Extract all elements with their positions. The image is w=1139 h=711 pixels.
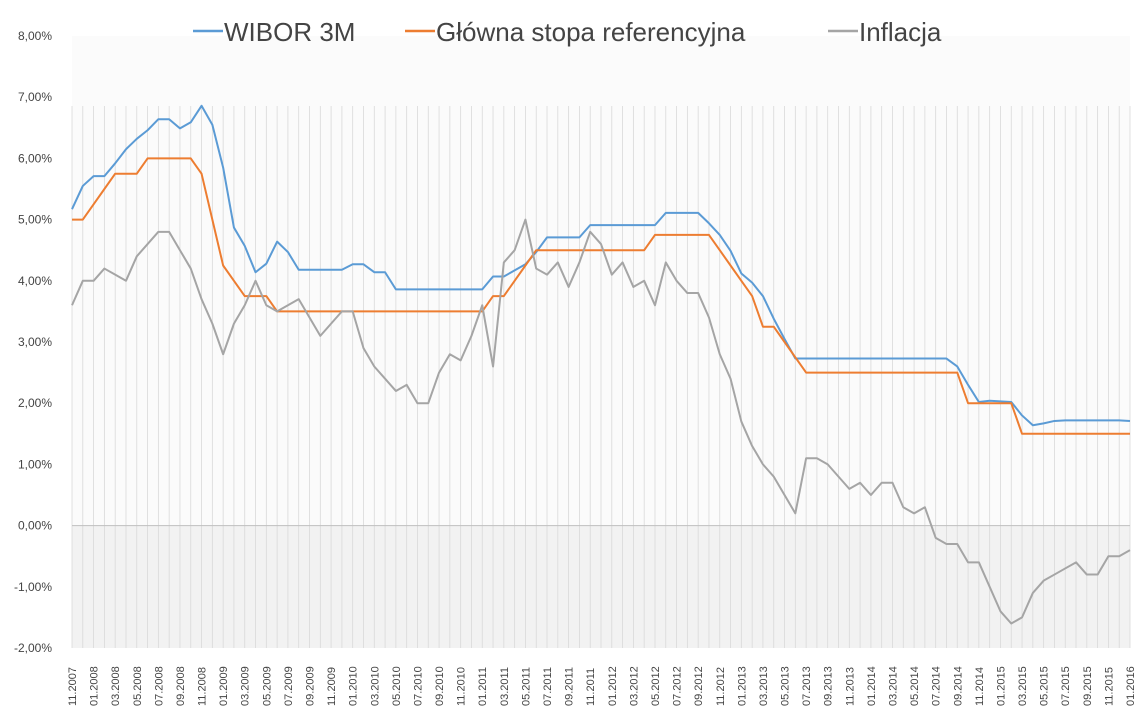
x-tick-label: 03.2013 xyxy=(758,666,770,706)
x-tick-label: 07.2011 xyxy=(542,667,554,706)
x-tick-label: 05.2015 xyxy=(1039,666,1051,706)
x-tick-label: 09.2015 xyxy=(1082,666,1094,706)
x-tick-label: 11.2011 xyxy=(585,668,597,706)
y-tick-label: 3,00% xyxy=(18,335,52,349)
y-tick-label: 0,00% xyxy=(18,519,52,533)
x-tick-label: 03.2011 xyxy=(499,667,511,706)
y-tick-label: 6,00% xyxy=(18,151,52,165)
x-tick-label: 11.2009 xyxy=(326,667,338,706)
y-tick-label: 8,00% xyxy=(18,29,52,43)
y-tick-label: 7,00% xyxy=(18,90,52,104)
x-tick-label: 07.2012 xyxy=(672,666,684,706)
x-tick-label: 01.2013 xyxy=(736,666,748,706)
x-tick-label: 09.2013 xyxy=(823,666,835,706)
y-tick-label: 1,00% xyxy=(18,457,52,471)
x-tick-label: 09.2011 xyxy=(564,667,576,706)
x-tick-label: 05.2014 xyxy=(909,666,921,706)
legend-label: Główna stopa referencyjna xyxy=(436,17,746,47)
x-tick-label: 11.2007 xyxy=(67,667,79,706)
series-line-inflacja xyxy=(71,218,1131,625)
y-tick-label: 5,00% xyxy=(18,213,52,227)
y-tick-label: 2,00% xyxy=(18,396,52,410)
x-tick-label: 05.2012 xyxy=(650,666,662,706)
x-tick-label: 01.2012 xyxy=(607,666,619,706)
x-tick-label: 09.2012 xyxy=(693,666,705,706)
x-tick-label: 09.2008 xyxy=(175,666,187,706)
x-tick-label: 07.2009 xyxy=(283,666,295,706)
x-tick-label: 11.2013 xyxy=(844,667,856,706)
x-tick-label: 05.2010 xyxy=(391,666,403,706)
x-tick-label: 07.2014 xyxy=(931,666,943,706)
series-line-wibor-3m xyxy=(71,104,1131,427)
x-tick-label: 01.2009 xyxy=(218,666,230,706)
x-tick-label: 11.2010 xyxy=(456,667,468,706)
legend: WIBOR 3M Główna stopa referencyjna Inflacj… xyxy=(193,17,942,47)
x-tick-label: 01.2008 xyxy=(89,666,101,706)
x-tick-label: 05.2011 xyxy=(520,667,532,706)
series-layer xyxy=(71,104,1131,625)
y-tick-label: -2,00% xyxy=(14,641,52,655)
x-tick-label: 01.2011 xyxy=(477,667,489,706)
x-axis: 11.2007 01.2008 03.2008 05.2008 07.2008 09.20… xyxy=(67,666,1137,706)
x-tick-label: 07.2015 xyxy=(1060,666,1072,706)
x-tick-label: 03.2010 xyxy=(369,666,381,706)
y-tick-label: -1,00% xyxy=(14,580,52,594)
x-tick-label: 11.2015 xyxy=(1103,667,1115,706)
x-tick-label: 05.2013 xyxy=(780,666,792,706)
x-tick-label: 07.2008 xyxy=(153,666,165,706)
x-tick-label: 07.2013 xyxy=(801,666,813,706)
x-tick-label: 09.2014 xyxy=(952,666,964,706)
x-tick-label: 03.2014 xyxy=(887,666,899,706)
x-tick-label: 11.2014 xyxy=(974,667,986,706)
x-tick-label: 01.2016 xyxy=(1125,666,1137,706)
x-tick-label: 01.2014 xyxy=(866,666,878,706)
legend-label: WIBOR 3M xyxy=(224,17,355,47)
x-tick-label: 05.2008 xyxy=(132,666,144,706)
x-tick-label: 03.2008 xyxy=(110,666,122,706)
x-tick-label: 03.2012 xyxy=(628,666,640,706)
x-tick-label: 09.2009 xyxy=(305,666,317,706)
x-tick-label: 11.2012 xyxy=(715,667,727,706)
x-tick-label: 03.2015 xyxy=(1017,666,1029,706)
x-tick-label: 07.2010 xyxy=(412,666,424,706)
x-tick-label: 11.2008 xyxy=(197,667,209,706)
y-tick-label: 4,00% xyxy=(18,274,52,288)
y-axis: 8,00% 7,00% 6,00% 5,00% 4,00% 3,00% 2,00% 1,00%… xyxy=(14,29,52,655)
x-tick-label: 03.2009 xyxy=(240,666,252,706)
x-tick-label: 09.2010 xyxy=(434,666,446,706)
x-tick-label: 01.2015 xyxy=(995,666,1007,706)
x-tick-label: 01.2010 xyxy=(348,666,360,706)
legend-label: Inflacja xyxy=(859,17,942,47)
vertical-gridlines xyxy=(71,106,1131,648)
x-tick-label: 05.2009 xyxy=(261,666,273,706)
